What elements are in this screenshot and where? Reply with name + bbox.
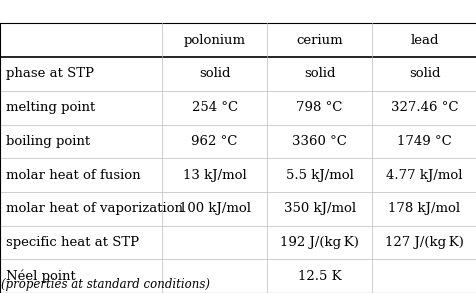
Text: solid: solid	[198, 67, 230, 81]
Text: 798 °C: 798 °C	[296, 101, 342, 114]
Text: Néel point: Néel point	[6, 269, 76, 283]
Text: 192 J/(kg K): 192 J/(kg K)	[279, 236, 358, 249]
Text: 127 J/(kg K): 127 J/(kg K)	[384, 236, 463, 249]
Text: phase at STP: phase at STP	[6, 67, 94, 81]
Text: 13 kJ/mol: 13 kJ/mol	[182, 168, 246, 182]
Text: 5.5 kJ/mol: 5.5 kJ/mol	[285, 168, 353, 182]
Text: polonium: polonium	[183, 34, 245, 47]
Text: 254 °C: 254 °C	[191, 101, 237, 114]
Text: lead: lead	[409, 34, 438, 47]
Text: 12.5 K: 12.5 K	[297, 270, 341, 283]
Text: (properties at standard conditions): (properties at standard conditions)	[1, 278, 210, 291]
Text: boiling point: boiling point	[6, 135, 90, 148]
Text: 100 kJ/mol: 100 kJ/mol	[178, 202, 250, 215]
Text: melting point: melting point	[6, 101, 95, 114]
Text: 178 kJ/mol: 178 kJ/mol	[387, 202, 460, 215]
Text: 350 kJ/mol: 350 kJ/mol	[283, 202, 355, 215]
Text: solid: solid	[303, 67, 335, 81]
Text: cerium: cerium	[296, 34, 342, 47]
Text: 1749 °C: 1749 °C	[397, 135, 451, 148]
Text: 327.46 °C: 327.46 °C	[390, 101, 457, 114]
Text: specific heat at STP: specific heat at STP	[6, 236, 139, 249]
Text: 962 °C: 962 °C	[191, 135, 238, 148]
Text: 3360 °C: 3360 °C	[291, 135, 347, 148]
Text: solid: solid	[408, 67, 439, 81]
Text: molar heat of vaporization: molar heat of vaporization	[6, 202, 183, 215]
Text: molar heat of fusion: molar heat of fusion	[6, 168, 140, 182]
Text: 4.77 kJ/mol: 4.77 kJ/mol	[386, 168, 462, 182]
